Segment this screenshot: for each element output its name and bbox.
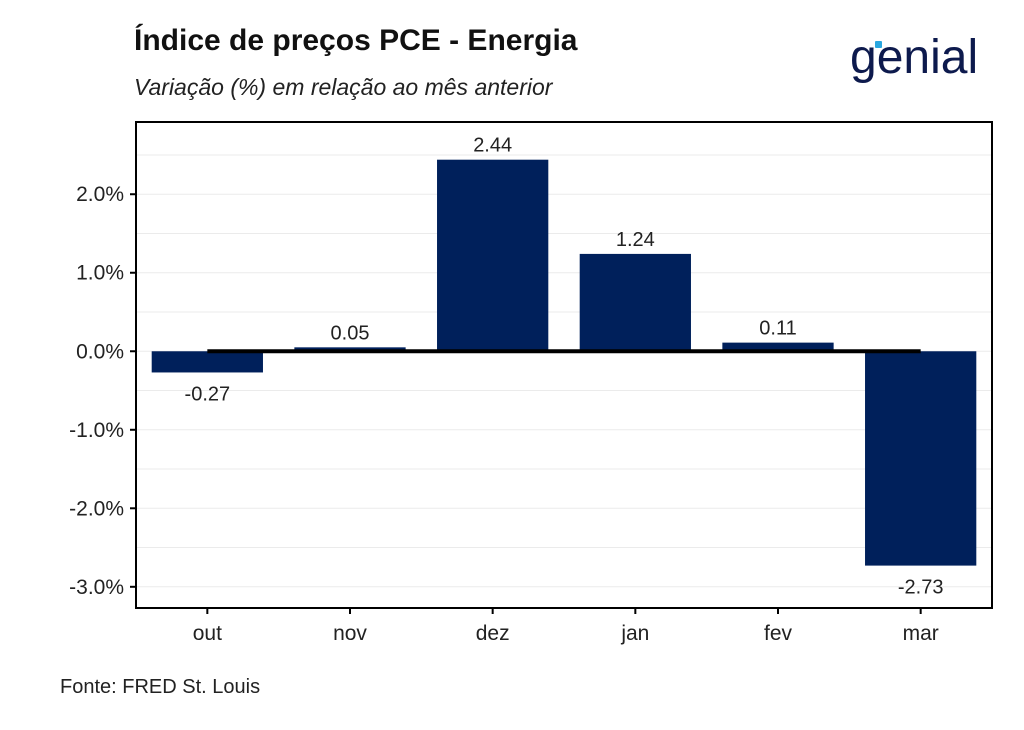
data-label-fev: 0.11 <box>759 318 796 340</box>
data-label-out: -0.27 <box>185 383 231 405</box>
y-tick-label: 2.0% <box>76 183 124 206</box>
source-note: Fonte: FRED St. Louis <box>60 676 261 698</box>
y-tick-label: 0.0% <box>76 340 124 363</box>
y-tick-label: -1.0% <box>69 419 124 442</box>
x-tick-label-mar: mar <box>903 622 939 645</box>
axes: out nov dez jan fev mar 2.0% 1.0% 0.0% -1.0% -2.0%… <box>69 183 939 645</box>
brand-logo: genial <box>850 31 979 84</box>
x-tick-label-nov: nov <box>333 622 367 645</box>
logo-accent-icon <box>875 41 882 48</box>
y-tick-label: -2.0% <box>69 497 124 520</box>
data-label-mar: -2.73 <box>898 577 944 599</box>
bar-fev <box>722 342 834 352</box>
x-tick-label-dez: dez <box>476 622 510 645</box>
y-tick-label: -3.0% <box>69 576 124 599</box>
gridlines <box>136 154 992 588</box>
data-label-dez: 2.44 <box>473 135 512 157</box>
y-tick-label: 1.0% <box>76 262 124 285</box>
data-label-jan: 1.24 <box>616 229 655 251</box>
x-tick-label-jan: jan <box>620 622 649 645</box>
bars <box>151 159 977 566</box>
x-tick-label-fev: fev <box>764 622 793 645</box>
bar-out <box>151 351 263 373</box>
chart-title: Índice de preços PCE - Energia <box>134 24 578 57</box>
data-label-nov: 0.05 <box>331 322 370 344</box>
bar-dez <box>437 159 549 352</box>
chart-subtitle: Variação (%) em relação ao mês anterior <box>134 74 553 100</box>
data-labels: -0.27 0.05 2.44 1.24 0.11 -2.73 <box>185 135 944 599</box>
bar-mar <box>865 351 977 566</box>
x-tick-label-out: out <box>193 622 222 645</box>
plot-frame <box>135 121 993 609</box>
bar-jan <box>579 253 691 352</box>
